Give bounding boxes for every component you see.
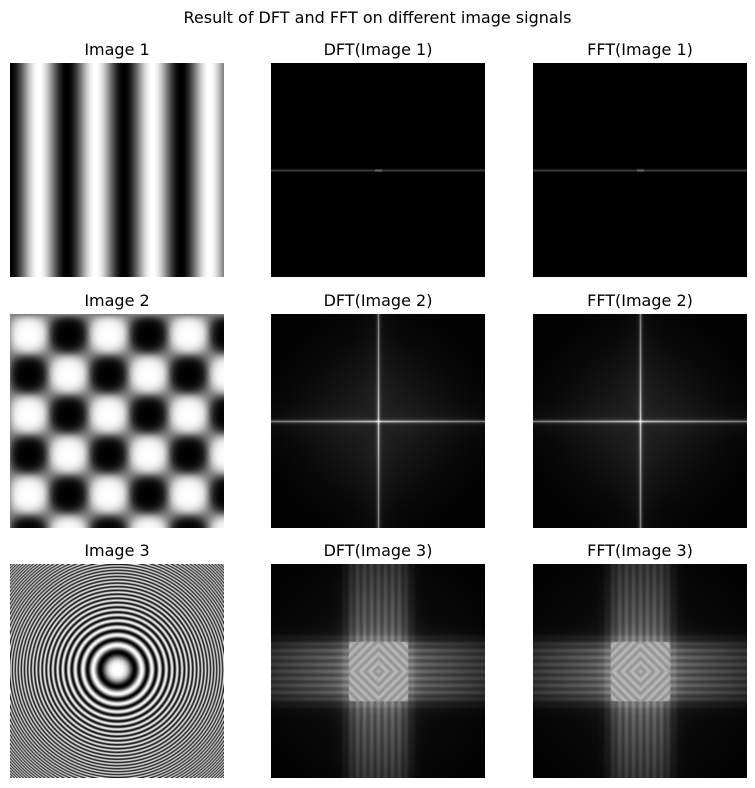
panel-title-fft-image-2: FFT(Image 2) xyxy=(587,291,693,310)
image-3-panel xyxy=(10,564,224,778)
image-2-panel xyxy=(10,314,224,528)
panel-title-dft-image-3: DFT(Image 3) xyxy=(323,541,433,560)
fft-image-1-panel xyxy=(533,63,747,277)
figure-title: Result of DFT and FFT on different image… xyxy=(183,8,572,27)
panel-title-dft-image-1: DFT(Image 1) xyxy=(323,40,433,59)
fft-image-3-panel xyxy=(533,564,747,778)
panel-title-fft-image-1: FFT(Image 1) xyxy=(587,40,693,59)
panel-title-image-2: Image 2 xyxy=(84,291,150,310)
dft-image-1-panel xyxy=(271,63,485,277)
dft-image-2-panel xyxy=(271,314,485,528)
panel-title-image-1: Image 1 xyxy=(84,40,150,59)
dft-image-3-panel xyxy=(271,564,485,778)
fft-image-2-panel xyxy=(533,314,747,528)
panel-title-fft-image-3: FFT(Image 3) xyxy=(587,541,693,560)
panel-title-image-3: Image 3 xyxy=(84,541,150,560)
panel-title-dft-image-2: DFT(Image 2) xyxy=(323,291,433,310)
image-1-panel xyxy=(10,63,224,277)
